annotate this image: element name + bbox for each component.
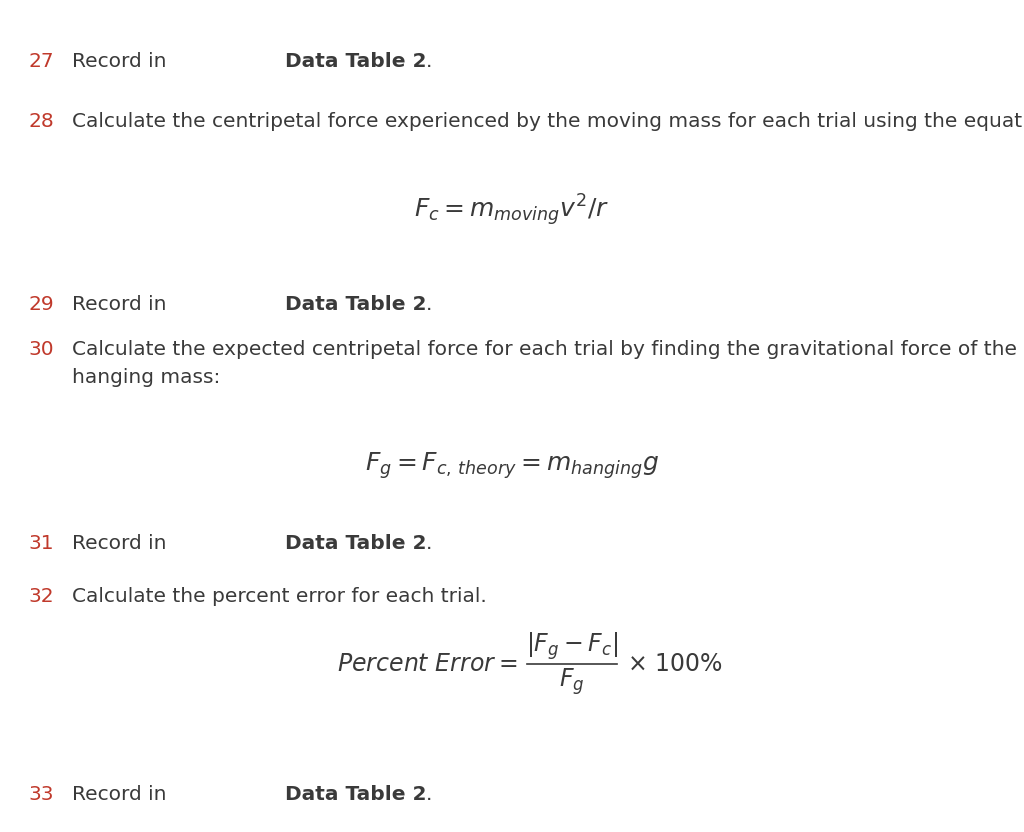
Text: 29: 29 [28,295,53,314]
Text: .: . [426,52,432,71]
Text: Record in: Record in [72,295,173,314]
Text: Record in: Record in [72,785,173,804]
Text: Calculate the centripetal force experienced by the moving mass for each trial us: Calculate the centripetal force experien… [72,112,1024,131]
Text: Calculate the expected centripetal force for each trial by finding the gravitati: Calculate the expected centripetal force… [72,340,1017,359]
Text: 32: 32 [28,587,53,606]
Text: 30: 30 [28,340,53,359]
Text: Record in: Record in [72,52,173,71]
Text: $\times\ 100\%$: $\times\ 100\%$ [627,652,723,676]
Text: $\mathit{F}_c = \mathit{m}_{\mathit{moving}}\mathit{v}^2\mathit{/r}$: $\mathit{F}_c = \mathit{m}_{\mathit{movi… [415,192,609,228]
Text: 27: 27 [28,52,53,71]
Text: $\mathit{F}_g = \mathit{F}_{c,\,\mathit{theory}} = \mathit{m}_{\mathit{hanging}}: $\mathit{F}_g = \mathit{F}_{c,\,\mathit{… [365,450,659,481]
Text: Data Table 2: Data Table 2 [285,295,426,314]
Text: 31: 31 [28,534,53,553]
Text: .: . [426,295,432,314]
Text: $|F_g - F_c|$: $|F_g - F_c|$ [526,631,618,662]
Text: $\mathit{Percent\ Error} =$: $\mathit{Percent\ Error} =$ [337,652,517,676]
Text: 33: 33 [28,785,53,804]
Text: .: . [426,534,432,553]
Text: Data Table 2: Data Table 2 [285,785,426,804]
Text: Data Table 2: Data Table 2 [285,534,426,553]
Text: Record in: Record in [72,534,173,553]
Text: hanging mass:: hanging mass: [72,368,220,387]
Text: .: . [426,785,432,804]
Text: 28: 28 [28,112,53,131]
Text: Calculate the percent error for each trial.: Calculate the percent error for each tri… [72,587,486,606]
Text: $F_g$: $F_g$ [559,666,585,696]
Text: Data Table 2: Data Table 2 [285,52,426,71]
